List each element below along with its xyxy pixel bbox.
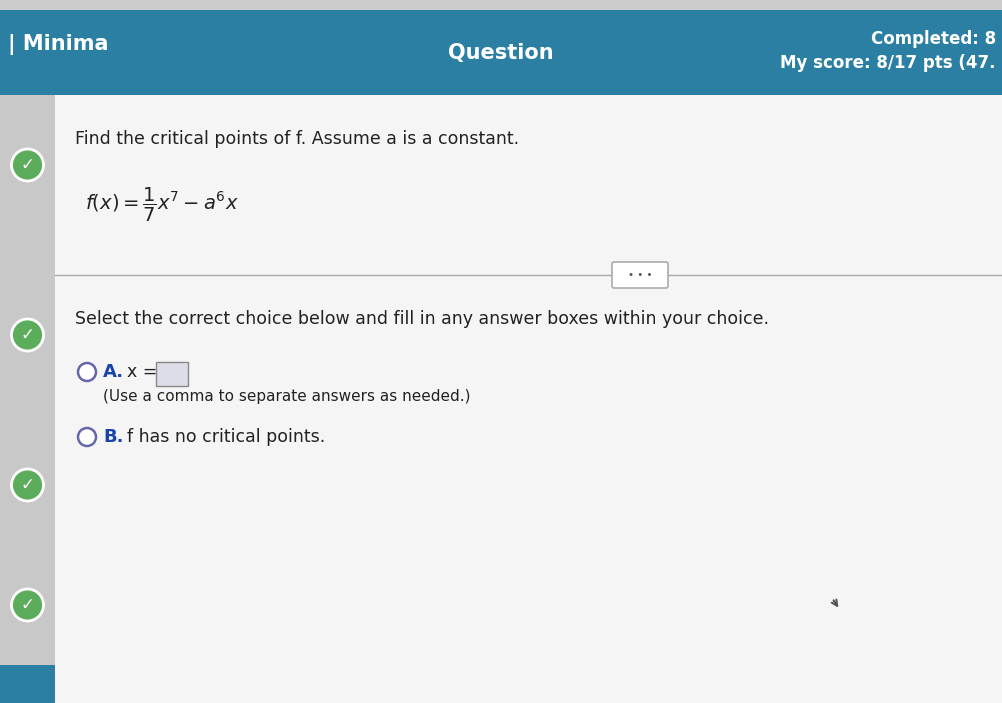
Text: Completed: 8: Completed: 8 xyxy=(871,30,996,48)
Circle shape xyxy=(11,469,43,501)
FancyBboxPatch shape xyxy=(0,665,55,703)
FancyBboxPatch shape xyxy=(612,262,668,288)
Circle shape xyxy=(78,428,96,446)
Circle shape xyxy=(11,589,43,621)
FancyBboxPatch shape xyxy=(0,95,55,703)
Circle shape xyxy=(78,363,96,381)
Text: • • •: • • • xyxy=(627,270,652,280)
Text: Question: Question xyxy=(448,42,554,63)
FancyBboxPatch shape xyxy=(0,10,1002,95)
FancyBboxPatch shape xyxy=(55,95,1002,703)
FancyBboxPatch shape xyxy=(0,0,1002,10)
Text: ✓: ✓ xyxy=(21,326,34,344)
Text: My score: 8/17 pts (47.: My score: 8/17 pts (47. xyxy=(781,53,996,72)
Text: Find the critical points of f. Assume a is a constant.: Find the critical points of f. Assume a … xyxy=(75,130,519,148)
Circle shape xyxy=(11,319,43,351)
Text: ✓: ✓ xyxy=(21,156,34,174)
FancyBboxPatch shape xyxy=(156,362,188,386)
Text: Select the correct choice below and fill in any answer boxes within your choice.: Select the correct choice below and fill… xyxy=(75,310,769,328)
Text: A.: A. xyxy=(103,363,124,381)
Text: | Minima: | Minima xyxy=(8,34,108,55)
Text: f has no critical points.: f has no critical points. xyxy=(127,428,326,446)
Circle shape xyxy=(11,149,43,181)
Text: ✓: ✓ xyxy=(21,596,34,614)
FancyBboxPatch shape xyxy=(0,95,1002,703)
Text: (Use a comma to separate answers as needed.): (Use a comma to separate answers as need… xyxy=(103,389,471,404)
Text: B.: B. xyxy=(103,428,123,446)
Text: ✓: ✓ xyxy=(21,476,34,494)
Text: x =: x = xyxy=(127,363,157,381)
Text: $f(x)=\dfrac{1}{7}x^{7}-a^{6}x$: $f(x)=\dfrac{1}{7}x^{7}-a^{6}x$ xyxy=(85,186,238,224)
